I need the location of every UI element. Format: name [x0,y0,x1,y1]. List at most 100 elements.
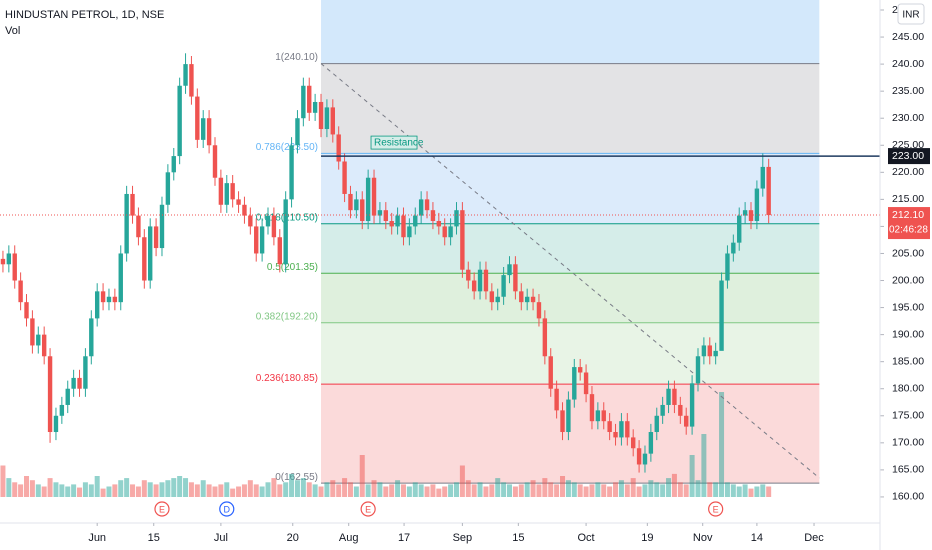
y-tick-label: 185.00 [892,355,924,367]
candle-body [242,204,247,216]
candle-body [236,199,241,205]
x-tick-label: Sep [453,532,473,544]
candle-body [41,334,47,357]
candle-body [348,193,353,211]
volume-bar [94,476,100,497]
fib-label: 0.382(192.20) [256,311,318,322]
x-tick-label: 19 [641,532,653,544]
volume-bar [477,482,483,497]
candle-body [654,415,659,433]
volume-bar [0,465,6,497]
volume-bar [289,473,295,497]
fib-label: 0(162.55) [275,472,318,483]
y-tick-label: 215.00 [892,193,924,205]
candle-body [413,215,418,227]
volume-bar [88,484,94,497]
event-label: E [713,504,719,514]
y-tick-label: 195.00 [892,301,924,313]
candle-body [6,253,12,265]
volume-bar [442,486,448,497]
candle-body [330,107,335,135]
volume-bar [736,486,742,497]
candle-body [766,166,771,216]
fib-label: 0.786(223.50) [256,142,318,153]
candle-body [195,96,200,140]
volume-bar [554,484,560,497]
volume-bar [660,484,666,497]
candle-body [94,291,100,319]
candle-body [536,302,542,319]
event-label: E [365,504,371,514]
resistance-label: Resistance [374,138,424,149]
volume-bar [713,482,719,497]
candle-body [312,101,318,113]
volume-bar [565,480,571,497]
volume-bar [613,482,619,497]
candle-body [36,334,41,346]
candle-body [701,345,707,357]
candle-body [501,275,506,297]
candle-body [684,415,689,427]
candle-body [725,253,730,281]
volume-bar [77,487,83,497]
x-tick-label: 17 [398,532,410,544]
volume-bar [377,482,383,497]
candle-body [212,145,218,178]
candle-body [201,118,206,140]
candle-body [619,421,624,438]
candle-body [613,432,618,438]
volume-bar [71,484,77,497]
volume-bar [695,480,701,497]
y-tick-label: 180.00 [892,383,924,395]
volume-bar [118,480,124,497]
volume-bar [471,484,477,497]
volume-bar [130,484,136,497]
last-price-label: 212.10 [892,209,924,221]
volume-bar [312,484,318,497]
volume-bar [112,484,118,497]
fib-band [321,384,820,484]
candle-body [630,437,636,449]
candle-body [748,210,754,222]
price-axis [880,0,932,550]
candle-body [83,356,88,389]
volume-bar [141,480,147,497]
candle-body [148,226,153,281]
volume-bar [453,482,459,497]
volume-bar [100,488,106,497]
volume-bar [306,482,312,497]
volume-bar [518,484,524,497]
candle-body [566,399,571,433]
volume-bar [253,484,259,497]
candle-body [307,85,312,113]
x-tick-label: 15 [512,532,524,544]
candle-body [737,215,742,243]
volume-bar [512,486,518,497]
volume-bar [342,478,348,497]
volume-bar [424,486,430,497]
volume-bar [159,482,165,497]
volume-bar [577,484,583,497]
volume-bar [548,482,554,497]
volume-bar [501,482,507,497]
volume-bar [200,480,206,497]
candle-body [672,388,677,405]
candle-body [548,356,553,389]
candle-body [106,296,112,303]
candle-body [572,367,577,400]
x-tick-label: 14 [751,532,763,544]
candle-body [495,296,500,303]
candle-body [183,64,188,86]
candle-body [554,388,559,411]
volume-bar [654,482,660,497]
candle-body [47,356,53,433]
candle-body [678,404,683,416]
candle-body [666,388,671,405]
volume-bar [188,482,194,497]
volume-bar [41,486,47,497]
candle-body [324,107,330,130]
resistance-price-label: 223.00 [892,150,924,162]
candle-body [507,264,512,276]
candle-body [89,318,94,357]
volume-bar [683,484,689,497]
